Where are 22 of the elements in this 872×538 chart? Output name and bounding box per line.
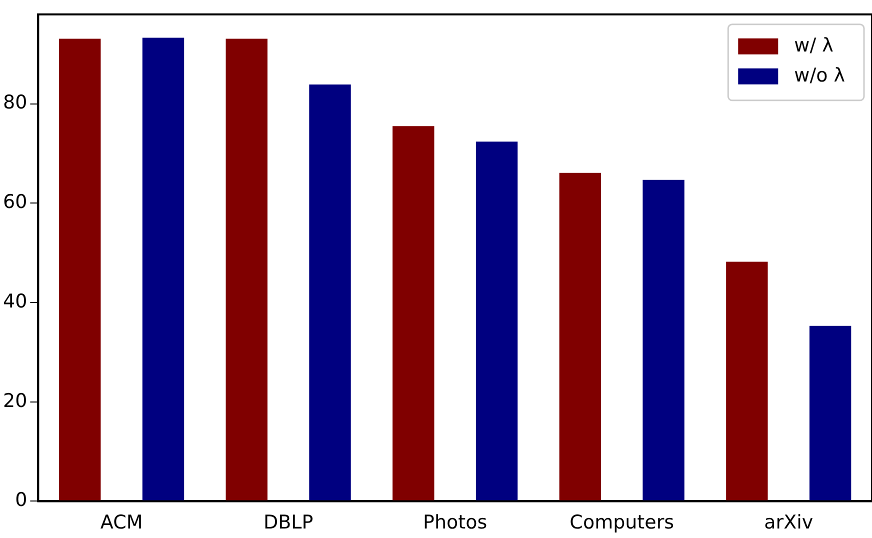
- bar: [392, 126, 434, 501]
- bar: [476, 142, 518, 501]
- y-tick-label: 20: [2, 390, 28, 412]
- y-tick-label: 40: [2, 290, 28, 312]
- bar: [142, 38, 184, 501]
- legend-label: w/o λ: [794, 64, 846, 86]
- bar: [642, 180, 684, 501]
- x-tick-label: arXiv: [764, 512, 814, 534]
- y-tick-label: 60: [2, 191, 28, 214]
- x-tick-label: DBLP: [263, 512, 314, 534]
- x-tick-label: Computers: [570, 512, 674, 534]
- bar: [809, 326, 852, 501]
- bar: [726, 262, 768, 501]
- y-tick-label: 0: [15, 489, 28, 512]
- bar: [226, 38, 268, 501]
- x-tick-label: ACM: [100, 512, 143, 534]
- legend-label: w/ λ: [794, 34, 834, 56]
- x-tick-label: Photos: [423, 512, 488, 534]
- y-tick-label: 80: [2, 92, 28, 114]
- bar: [559, 172, 602, 501]
- bar: [309, 84, 351, 501]
- bar: [59, 38, 101, 501]
